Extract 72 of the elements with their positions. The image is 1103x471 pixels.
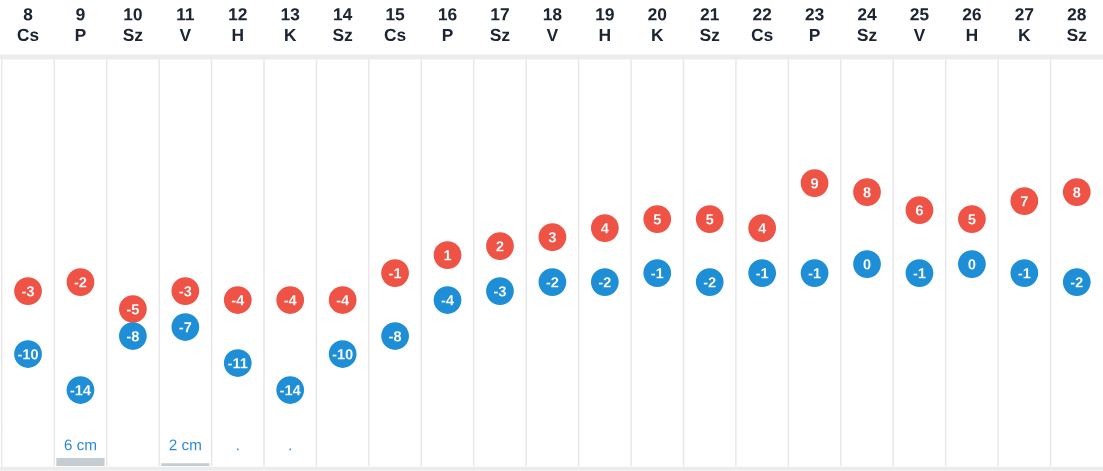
data-label: -4 [284, 295, 297, 306]
x-tick-label: 25 V [910, 8, 929, 41]
data-label: 4 [601, 223, 609, 234]
data-label: -4 [441, 295, 454, 306]
data-label: 8 [1073, 187, 1081, 198]
x-tick-label: 14 Sz [333, 8, 353, 42]
data-label: -5 [126, 304, 139, 315]
x-tick-label: 11 V [177, 8, 195, 41]
x-tick-label: 22 Cs [751, 8, 773, 42]
data-label: -2 [546, 277, 559, 288]
data-label: -1 [651, 268, 664, 279]
point [538, 223, 567, 251]
data-label: -14 [70, 385, 91, 396]
x-tick-label: 28 Sz [1067, 8, 1087, 42]
data-label: 6 cm [64, 439, 96, 451]
x-tick-label: 13 K [281, 8, 300, 41]
data-label: -1 [1018, 268, 1031, 279]
x-tick-label: 27 K [1015, 8, 1034, 41]
data-label: 4 [758, 223, 767, 234]
x-tick-label: 19 H [596, 8, 614, 41]
data-label: -11 [228, 358, 248, 369]
x-tick-label: 10 Sz [123, 8, 143, 42]
point [905, 196, 934, 224]
data-label: 5 [706, 214, 714, 225]
x-tick-label: 26 H [962, 8, 981, 41]
data-label: -8 [389, 331, 402, 342]
data-label: 8 [863, 187, 871, 198]
data-label: -3 [22, 286, 34, 297]
text: . [237, 448, 239, 451]
x-tick-label: 23 P [805, 8, 824, 41]
data-label: 0 [968, 259, 976, 270]
point [643, 205, 672, 233]
point [1010, 187, 1039, 215]
data-label: -2 [1070, 277, 1083, 288]
text: . [289, 448, 291, 451]
data-label: -8 [126, 331, 139, 342]
data-label: 2 [496, 241, 504, 252]
data-label: -14 [280, 385, 301, 396]
x-tick-label: 8 Cs [17, 8, 39, 42]
data-label: -2 [703, 277, 716, 288]
data-label: -10 [18, 349, 38, 360]
data-label: -3 [494, 286, 506, 297]
x-tick-label: 24 Sz [857, 8, 877, 42]
x-tick-label: 9 P [75, 8, 86, 41]
x-tick-label: 20 K [648, 8, 667, 41]
data-label: 1 [444, 250, 452, 261]
data-label: 6 [915, 205, 923, 216]
data-label: -4 [336, 295, 350, 306]
data-label: 5 [653, 214, 661, 225]
data-label: -10 [332, 349, 353, 360]
data-label: -1 [808, 268, 821, 279]
data-label: -3 [179, 286, 192, 297]
data-label: -7 [179, 322, 192, 333]
data-label: -2 [598, 277, 611, 288]
point [800, 169, 829, 197]
x-tick-label: 17 Sz [490, 8, 510, 42]
data-label: 7 [1020, 196, 1028, 207]
data-label: 2 cm [169, 439, 201, 451]
x-tick-label: 21 Sz [700, 8, 720, 42]
data-label: -1 [389, 268, 402, 279]
x-tick-label: 16 P [438, 8, 457, 41]
data-label: 9 [811, 178, 819, 189]
data-label: -1 [913, 268, 926, 279]
data-label: -1 [756, 268, 769, 279]
data-label: 3 [548, 232, 556, 243]
data-label: -2 [74, 277, 87, 288]
x-tick-label: 18 V [543, 8, 562, 41]
data-label: 5 [968, 214, 976, 225]
data-label: -4 [231, 295, 245, 306]
data-label: 0 [863, 259, 871, 270]
x-tick-label: 15 Cs [384, 8, 406, 42]
x-tick-label: 12 H [229, 8, 247, 41]
